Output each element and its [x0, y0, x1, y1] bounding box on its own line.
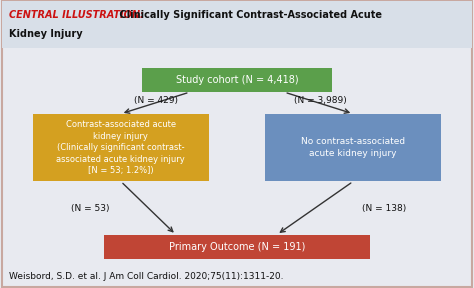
Text: CENTRAL ILLUSTRATION:: CENTRAL ILLUSTRATION:: [9, 10, 145, 20]
Text: No contrast-associated
acute kidney injury: No contrast-associated acute kidney inju…: [301, 137, 405, 158]
Text: Clinically Significant Contrast-Associated Acute: Clinically Significant Contrast-Associat…: [116, 10, 382, 20]
Text: Primary Outcome (N = 191): Primary Outcome (N = 191): [169, 242, 305, 252]
Text: Weisbord, S.D. et al. J Am Coll Cardiol. 2020;75(11):1311-20.: Weisbord, S.D. et al. J Am Coll Cardiol.…: [9, 272, 284, 281]
Text: (N = 3,989): (N = 3,989): [293, 96, 346, 105]
FancyBboxPatch shape: [2, 1, 472, 48]
FancyBboxPatch shape: [104, 235, 370, 259]
Text: Contrast-associated acute
kidney injury
(Clinically significant contrast-
associ: Contrast-associated acute kidney injury …: [56, 120, 185, 175]
FancyBboxPatch shape: [265, 114, 441, 181]
FancyBboxPatch shape: [33, 114, 209, 181]
Text: (N = 53): (N = 53): [71, 204, 109, 213]
FancyBboxPatch shape: [142, 68, 332, 92]
Text: (N = 138): (N = 138): [362, 204, 406, 213]
Text: (N = 429): (N = 429): [135, 96, 178, 105]
Text: Kidney Injury: Kidney Injury: [9, 29, 83, 39]
Text: Study cohort (N = 4,418): Study cohort (N = 4,418): [176, 75, 298, 85]
